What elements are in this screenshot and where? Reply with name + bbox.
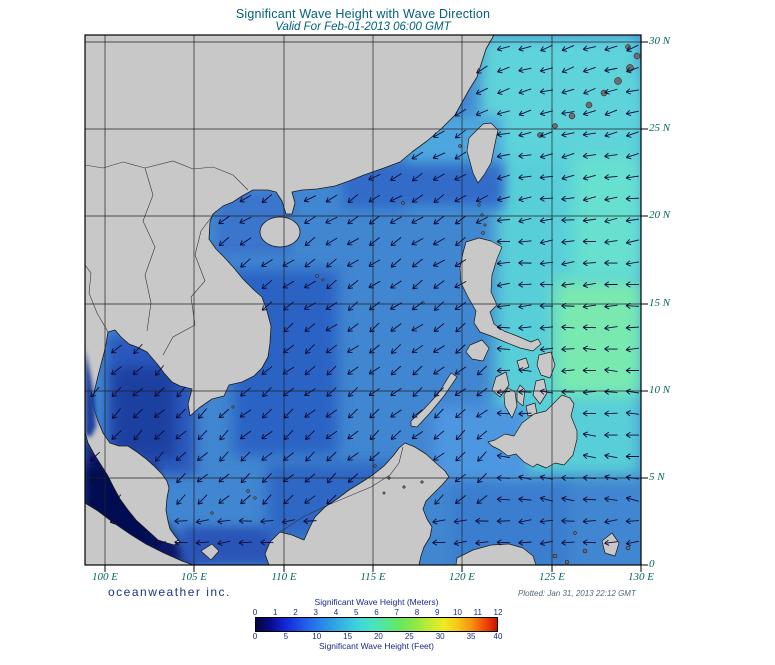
meters-tick: 5 — [354, 608, 359, 617]
lon-axis-label: 130 E — [628, 571, 654, 583]
feet-tick: 25 — [404, 632, 414, 641]
meters-tick: 11 — [473, 608, 482, 617]
wave-height-map — [84, 34, 648, 572]
legend-meters-label: Significant Wave Height (Meters) — [314, 597, 439, 607]
meters-tick: 12 — [493, 608, 503, 617]
feet-tick: 20 — [373, 632, 383, 641]
meters-tick: 2 — [293, 608, 298, 617]
lat-axis-label: 15 N — [649, 297, 671, 309]
meters-tick: 3 — [313, 608, 318, 617]
feet-tick: 35 — [466, 632, 476, 641]
meters-tick: 0 — [252, 608, 258, 617]
lon-axis-label: 100 E — [92, 571, 118, 583]
lat-axis-label: 25 N — [649, 122, 671, 134]
meters-tick: 9 — [435, 608, 440, 617]
map — [84, 34, 648, 572]
oceanweather-credit: oceanweather inc. — [108, 585, 231, 599]
chart-valid-time: Valid For Feb-01-2013 06:00 GMT — [275, 21, 451, 33]
lon-axis-label: 125 E — [539, 571, 565, 583]
latlon-grid-layer — [85, 35, 642, 566]
meters-tick: 7 — [394, 608, 399, 617]
lat-axis-label: 20 N — [649, 209, 671, 221]
chart-title: Significant Wave Height with Wave Direct… — [235, 7, 491, 21]
meters-tick: 4 — [333, 608, 339, 617]
lat-axis-label: 0 — [649, 558, 655, 570]
meters-tick: 1 — [273, 608, 278, 617]
meters-tick: 8 — [414, 608, 420, 617]
feet-tick: 10 — [312, 632, 322, 641]
feet-tick: 0 — [252, 632, 258, 641]
wave-height-colorbar — [255, 617, 498, 632]
feet-tick: 30 — [435, 632, 445, 641]
meters-tick: 10 — [453, 608, 462, 617]
meters-tick: 6 — [374, 608, 379, 617]
feet-tick: 40 — [493, 632, 503, 641]
lat-axis-label: 30 N — [649, 35, 671, 47]
lat-axis-label: 10 N — [649, 384, 671, 396]
feet-tick: 15 — [343, 632, 353, 641]
lon-axis-label: 110 E — [271, 571, 297, 583]
plotted-timestamp: Plotted: Jan 31, 2013 22:12 GMT — [518, 589, 636, 598]
legend-feet-label: Significant Wave Height (Feet) — [319, 641, 434, 651]
lon-axis-label: 115 E — [360, 571, 386, 583]
lon-axis-label: 105 E — [181, 571, 207, 583]
feet-tick: 5 — [283, 632, 289, 641]
wave-direction-arrows-layer — [89, 44, 640, 547]
legend-feet-ticks: 0 5 10 15 20 25 30 35 40 — [252, 632, 503, 641]
country-borders-layer — [85, 160, 404, 533]
lon-axis-label: 120 E — [449, 571, 475, 583]
legend-meters-ticks: 0 1 2 3 4 5 6 7 8 9 10 11 12 — [252, 608, 503, 617]
sea-inlet-overlays — [85, 350, 96, 437]
map-frame — [84, 34, 648, 572]
lat-axis-label: 5 N — [649, 471, 665, 483]
